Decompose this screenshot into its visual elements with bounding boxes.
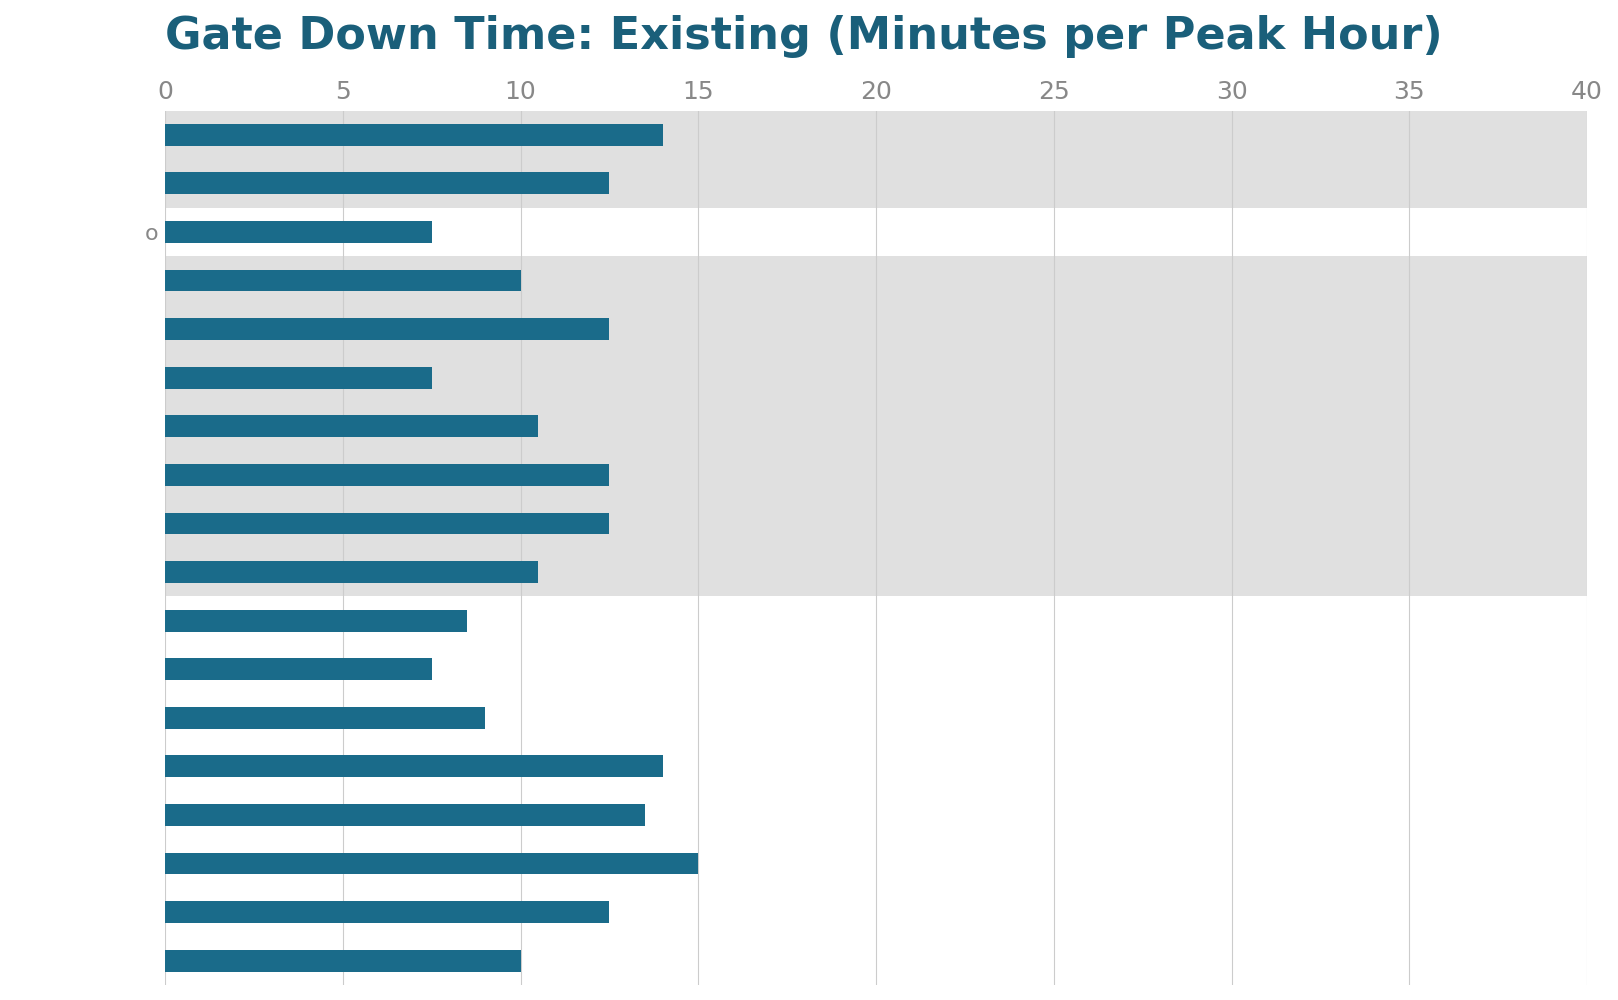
Bar bbox=[165, 221, 432, 243]
Bar bbox=[165, 172, 610, 194]
Bar bbox=[165, 596, 1587, 985]
Bar bbox=[165, 256, 1587, 596]
Bar bbox=[165, 415, 539, 437]
Bar bbox=[165, 513, 610, 534]
Bar bbox=[165, 208, 1587, 256]
Bar bbox=[165, 367, 432, 389]
Bar bbox=[165, 853, 699, 874]
Bar bbox=[165, 464, 610, 486]
Bar bbox=[165, 950, 521, 972]
Bar bbox=[165, 318, 610, 340]
Bar bbox=[165, 270, 521, 291]
Text: Gate Down Time: Existing (Minutes per Peak Hour): Gate Down Time: Existing (Minutes per Pe… bbox=[165, 15, 1443, 58]
Bar bbox=[165, 901, 610, 923]
Bar bbox=[165, 804, 646, 826]
Bar bbox=[165, 561, 539, 583]
Bar bbox=[165, 610, 468, 632]
Bar bbox=[165, 111, 1587, 208]
Bar bbox=[165, 658, 432, 680]
Bar bbox=[165, 124, 663, 146]
Bar bbox=[165, 755, 663, 777]
Bar bbox=[165, 707, 485, 729]
